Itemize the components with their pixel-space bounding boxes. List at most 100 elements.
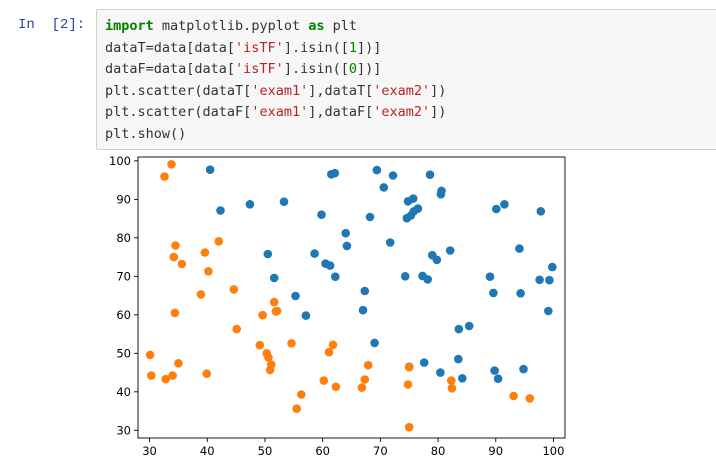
code-input-area[interactable]: import matplotlib.pyplot as plt dataT=dat… — [96, 9, 716, 150]
data-point-series-1 — [516, 289, 525, 298]
data-point-series-1 — [500, 200, 509, 209]
data-point-series-2 — [168, 371, 177, 380]
code-token: plt.show() — [105, 125, 187, 142]
data-point-series-1 — [341, 228, 350, 238]
data-point-series-1 — [360, 286, 370, 296]
axes: 30 40 50 60 70 80 90 100 30 40 50 60 70 80 90 100 — [109, 154, 564, 458]
code-token: dataT=data[data[ — [105, 39, 236, 56]
x-tick-label: 70 — [373, 444, 388, 458]
data-point-series-1 — [330, 168, 340, 178]
data-point-series-1 — [490, 366, 499, 375]
data-point-series-1 — [454, 324, 464, 334]
data-point-series-1 — [515, 244, 524, 253]
data-point-series-1 — [245, 200, 255, 209]
data-point-series-1 — [545, 275, 554, 285]
y-tick-label: 70 — [116, 269, 131, 283]
data-point-series-2 — [331, 382, 341, 392]
data-point-series-1 — [458, 374, 467, 383]
x-tick-label: 50 — [258, 444, 273, 458]
data-point-series-1 — [358, 305, 368, 315]
data-point-series-1 — [372, 165, 382, 175]
code-token: dataF=data[data[ — [105, 61, 236, 78]
code-token: matplotlib.pyplot — [153, 18, 309, 34]
data-point-series-1 — [301, 311, 311, 320]
scatter-plot: 30 40 50 60 70 80 90 100 30 40 50 60 70 80 90 100 — [109, 154, 566, 458]
data-point-series-1 — [408, 194, 418, 203]
code-token: ].isin([ — [283, 39, 349, 56]
data-point-series-2 — [269, 297, 279, 307]
code-line: plt.scatter(dataT['exam1'],dataT['exam2'… — [105, 81, 446, 103]
code-token: import — [105, 18, 154, 34]
data-point-series-2 — [171, 241, 180, 250]
data-point-series-2 — [264, 353, 273, 362]
data-point-series-1 — [544, 306, 553, 316]
data-point-series-2 — [255, 340, 265, 350]
data-point-series-1 — [400, 272, 410, 281]
cell-output: 30 40 50 60 70 80 90 100 30 40 50 60 70 80 90 100 — [96, 153, 716, 474]
data-point-series-2 — [147, 371, 156, 380]
data-point-series-2 — [214, 237, 224, 246]
data-point-series-1 — [425, 170, 435, 179]
data-point-series-2 — [232, 324, 241, 334]
data-point-series-1 — [365, 212, 375, 222]
code-token: 1 — [348, 39, 357, 56]
data-point-series-2 — [267, 360, 276, 369]
x-tick-label: 60 — [315, 444, 330, 458]
data-point-series-2 — [328, 340, 338, 350]
data-point-series-1 — [454, 354, 463, 364]
data-point-series-2 — [200, 248, 210, 257]
y-tick-label: 90 — [116, 192, 131, 206]
data-point-series-2 — [403, 380, 413, 389]
data-point-series-1 — [535, 275, 544, 285]
data-point-series-2 — [177, 259, 187, 269]
data-point-series-1 — [445, 246, 455, 255]
y-tick-label: 30 — [116, 423, 131, 437]
code-token: 'isTF' — [235, 61, 284, 78]
code-line: dataF=data[data['isTF'].isin([0])] — [105, 59, 446, 81]
data-point-series-2 — [292, 404, 301, 413]
y-tick-label: 50 — [116, 346, 131, 360]
code-line: plt.scatter(dataF['exam1'],dataF['exam2'… — [105, 102, 446, 124]
data-point-series-2 — [145, 350, 155, 360]
data-point-series-1 — [291, 291, 300, 301]
data-point-series-2 — [447, 384, 457, 393]
x-tick-label: 100 — [542, 444, 564, 458]
code-token: ],dataT[ — [308, 82, 374, 99]
code-token: ],dataF[ — [308, 104, 374, 121]
code-token: ].isin([ — [283, 61, 349, 78]
data-point-series-1 — [379, 183, 389, 192]
y-tick-label: 100 — [109, 154, 131, 168]
code-token: ])] — [357, 61, 382, 78]
data-point-series-1 — [432, 255, 442, 265]
data-point-series-2 — [229, 285, 239, 294]
data-point-series-2 — [202, 369, 211, 378]
data-point-series-2 — [170, 308, 180, 318]
data-point-series-2 — [161, 374, 170, 384]
scatter-points — [145, 160, 557, 432]
data-point-series-2 — [287, 339, 296, 348]
data-point-series-1 — [205, 165, 215, 174]
code-token: plt.scatter(dataT[ — [105, 82, 252, 99]
code-line: dataT=data[data['isTF'].isin([1])] — [105, 38, 446, 60]
data-point-series-1 — [492, 204, 501, 214]
data-point-series-1 — [519, 364, 528, 374]
x-tick-label: 80 — [431, 444, 446, 458]
data-point-series-2 — [174, 359, 183, 368]
data-point-series-2 — [525, 394, 535, 403]
code-token: plt — [324, 18, 357, 34]
code-token: 'exam1' — [251, 104, 309, 121]
data-point-series-1 — [493, 374, 503, 383]
data-point-series-2 — [160, 172, 169, 181]
data-point-series-1 — [310, 249, 319, 258]
data-point-series-1 — [385, 238, 395, 247]
data-point-series-1 — [485, 272, 495, 281]
data-point-series-2 — [204, 267, 213, 276]
data-point-series-1 — [464, 321, 474, 331]
data-point-series-2 — [169, 252, 179, 262]
data-point-series-2 — [167, 160, 176, 169]
data-point-series-2 — [357, 383, 367, 392]
data-point-series-1 — [437, 186, 446, 196]
code-editor[interactable]: import matplotlib.pyplot as plt dataT=dat… — [105, 16, 446, 146]
data-point-series-2 — [297, 390, 306, 399]
